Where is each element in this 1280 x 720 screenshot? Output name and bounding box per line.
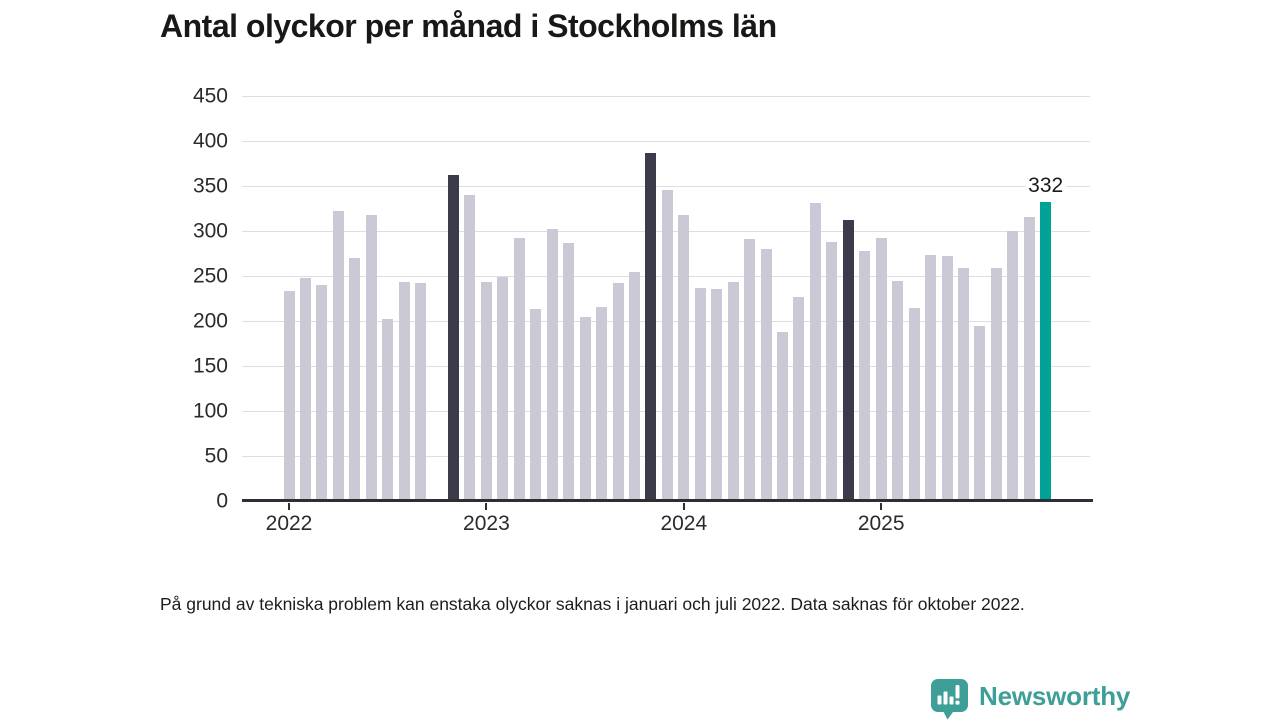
newsworthy-speech-bubble-chart-icon (931, 679, 968, 720)
x-axis-tick (880, 503, 883, 510)
bar-2023-10 (628, 271, 640, 501)
bar-2022-02 (299, 277, 311, 501)
bar-2025-10 (1023, 216, 1035, 501)
bar-2024-06 (760, 249, 772, 501)
gridline (242, 186, 1090, 187)
y-axis-tick-label: 350 (192, 174, 228, 198)
bar-2023-08 (596, 306, 608, 501)
newsworthy-logo: Newsworthy (930, 678, 1130, 720)
bar-2023-09 (612, 283, 624, 501)
bar-2023-12 (661, 189, 673, 501)
bar-2022-05 (349, 258, 361, 501)
y-axis-tick-label: 450 (192, 84, 228, 108)
bar-2024-05 (744, 239, 756, 501)
bar-2025-01 (875, 238, 887, 501)
bar-2025-06 (957, 267, 969, 501)
gridline (242, 96, 1090, 97)
bar-2022-04 (332, 211, 344, 501)
bar-2024-07 (777, 331, 788, 501)
bar-2022-03 (316, 285, 328, 501)
bar-2022-09 (415, 283, 427, 501)
newsworthy-wordmark: Newsworthy (979, 680, 1131, 711)
bar-2025-03 (908, 307, 920, 501)
bar-2022-08 (398, 282, 410, 501)
chart-title: Antal olyckor per månad i Stockholms län (160, 8, 777, 44)
bar-chart-plot-area: 0 50 100 150 200 250 300 350 400 450 2022 2023 2024 2… (193, 86, 1093, 535)
x-axis-tick (288, 503, 290, 510)
y-axis-tick-label: 250 (192, 264, 228, 288)
x-axis-tick (682, 503, 685, 510)
bar-2025-11 (1040, 202, 1052, 501)
y-axis-tick-label: 0 (216, 489, 228, 513)
latest-value-label: 332 (1025, 174, 1067, 199)
bar-2024-01 (678, 214, 690, 501)
bar-2025-07 (974, 326, 986, 501)
bar-2023-07 (579, 316, 591, 501)
bar-2024-12 (859, 250, 871, 501)
bar-2023-01 (480, 282, 492, 501)
bar-2025-02 (892, 280, 904, 501)
bar-2025-09 (1007, 231, 1019, 501)
bar-2022-11 (448, 175, 459, 501)
bar-2024-08 (793, 296, 805, 501)
bar-2024-03 (711, 288, 723, 501)
bar-2023-02 (497, 276, 509, 501)
bar-2024-04 (727, 282, 739, 501)
y-axis-tick-label: 200 (192, 309, 228, 333)
chart-footnote: På grund av tekniska problem kan enstaka… (160, 594, 1025, 614)
x-axis-tick (485, 503, 488, 510)
y-axis-tick-label: 150 (192, 354, 228, 378)
bar-2022-07 (382, 319, 394, 501)
bar-2024-02 (694, 287, 706, 501)
bar-2022-12 (464, 195, 476, 501)
bar-2025-08 (990, 267, 1002, 501)
x-axis-tick-label: 2022 (265, 512, 313, 535)
y-axis-tick-label: 100 (192, 399, 228, 423)
bar-2023-03 (513, 238, 525, 501)
bar-2024-11 (842, 220, 854, 501)
bar-2024-09 (809, 203, 821, 501)
x-axis-tick-label: 2024 (660, 512, 708, 535)
bar-2024-10 (826, 241, 838, 501)
bar-2023-06 (563, 242, 575, 501)
bar-2025-04 (925, 255, 937, 501)
bar-2025-05 (941, 256, 953, 501)
gridline (242, 141, 1090, 142)
bar-2022-01 (283, 291, 295, 501)
x-axis-tick-label: 2023 (463, 512, 510, 535)
y-axis-tick-label: 300 (192, 219, 228, 243)
bar-2023-05 (546, 229, 558, 501)
bar-2023-04 (530, 309, 542, 501)
bar-2022-06 (365, 214, 377, 501)
y-axis-tick-label: 50 (204, 444, 228, 468)
bar-2023-11 (645, 152, 657, 501)
x-axis-tick-label: 2025 (857, 512, 905, 535)
x-axis-line (242, 499, 1093, 502)
y-axis-tick-label: 400 (192, 129, 228, 153)
